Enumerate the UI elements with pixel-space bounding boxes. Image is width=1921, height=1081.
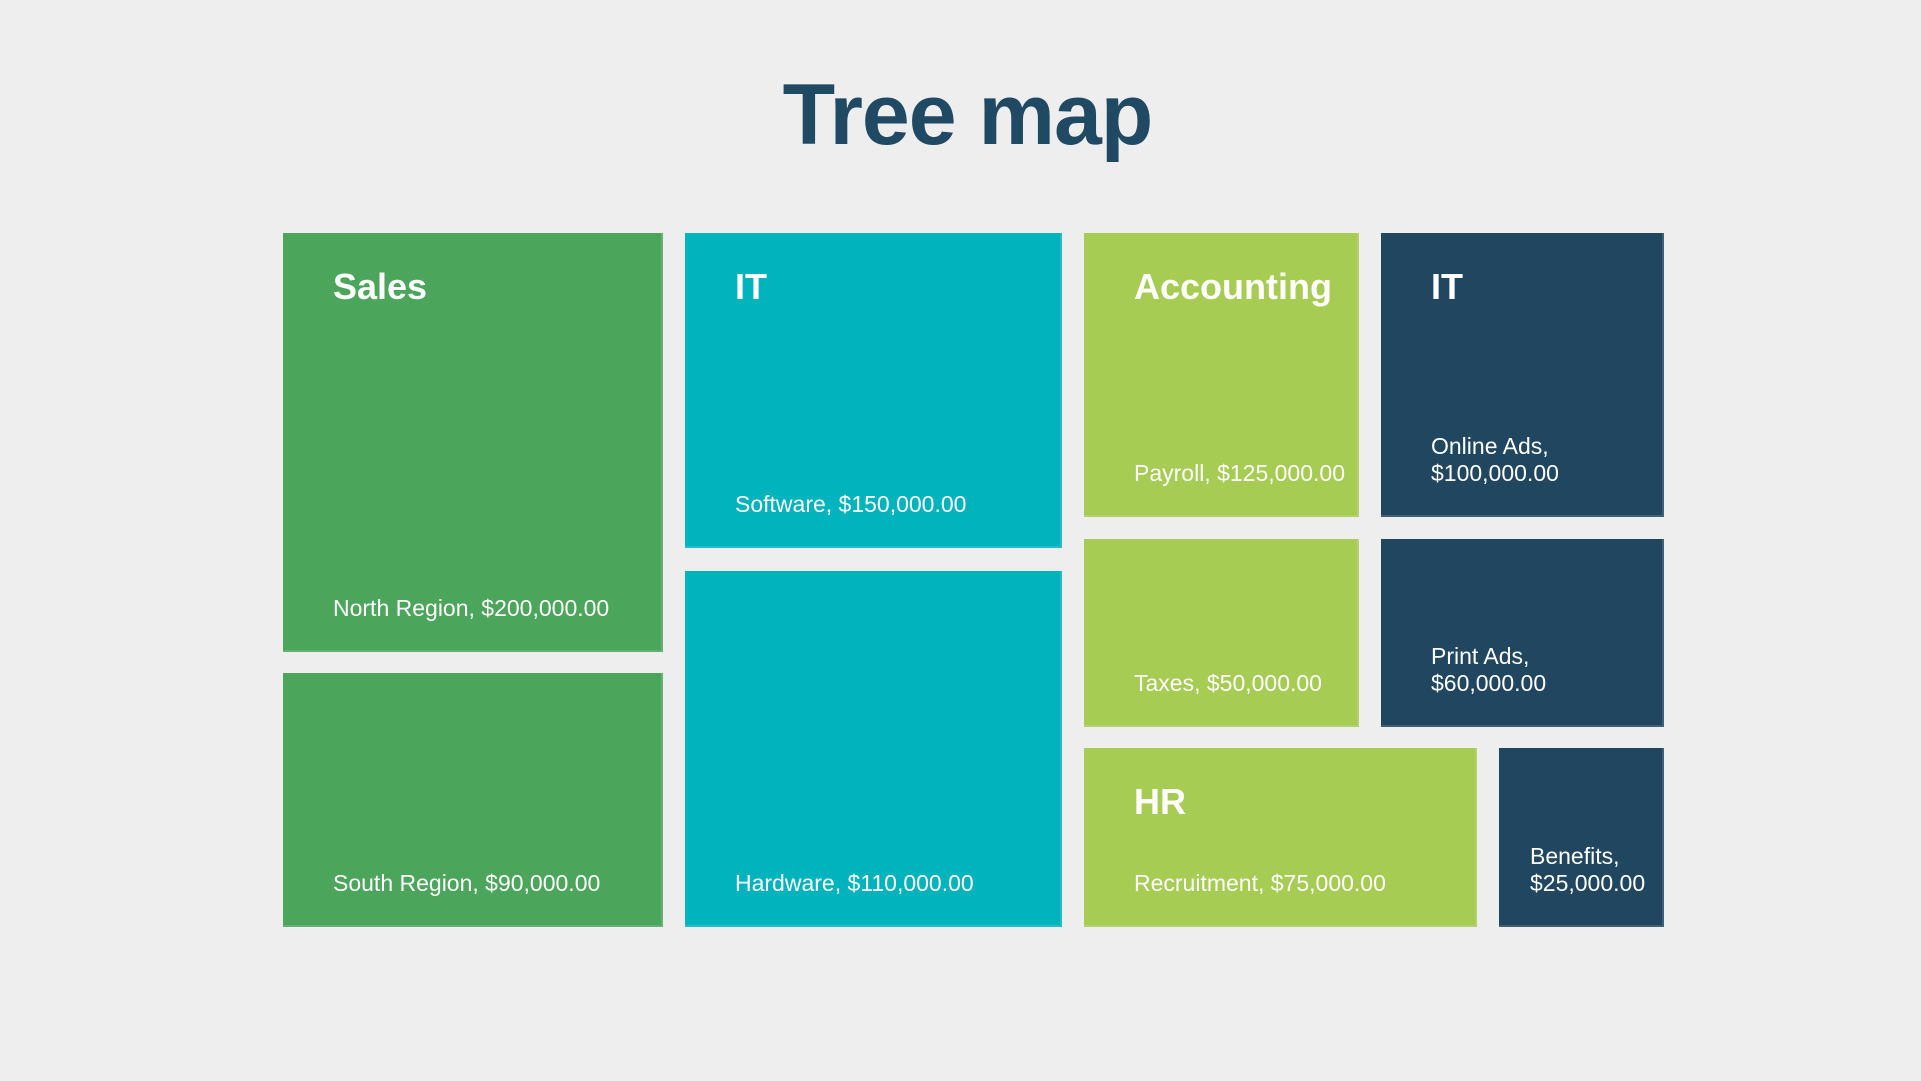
treemap-tile-print-ads[interactable]: Print Ads, $60,000.00 bbox=[1381, 539, 1664, 727]
tile-label-hardware: Hardware, $110,000.00 bbox=[735, 870, 974, 896]
treemap-tile-north-region[interactable]: Sales North Region, $200,000.00 bbox=[283, 233, 663, 652]
group-header-sales: Sales bbox=[333, 266, 428, 307]
treemap-tile-taxes[interactable]: Taxes, $50,000.00 bbox=[1084, 539, 1359, 727]
group-header-it: IT bbox=[735, 266, 767, 307]
treemap-tile-recruitment[interactable]: HR Recruitment, $75,000.00 bbox=[1084, 748, 1477, 927]
treemap-tile-software[interactable]: IT Software, $150,000.00 bbox=[685, 233, 1062, 548]
tile-label-recruitment: Recruitment, $75,000.00 bbox=[1134, 870, 1386, 896]
tile-label-benefits: Benefits, $25,000.00 bbox=[1530, 843, 1646, 896]
tile-label-online-ads: Online Ads, $100,000.00 bbox=[1431, 433, 1559, 486]
treemap-tile-online-ads[interactable]: IT Online Ads, $100,000.00 bbox=[1381, 233, 1664, 517]
treemap-tile-south-region[interactable]: South Region, $90,000.00 bbox=[283, 673, 663, 927]
group-header-accounting: Accounting bbox=[1134, 266, 1332, 307]
group-header-hr: HR bbox=[1134, 781, 1186, 822]
chart-title: Tree map bbox=[782, 67, 1154, 163]
tile-label-software: Software, $150,000.00 bbox=[735, 491, 967, 517]
tile-label-north-region: North Region, $200,000.00 bbox=[333, 595, 610, 621]
treemap-tile-benefits[interactable]: Benefits, $25,000.00 bbox=[1499, 748, 1664, 927]
tile-label-print-ads: Print Ads, $60,000.00 bbox=[1431, 643, 1547, 696]
group-header-it-navy: IT bbox=[1431, 266, 1463, 307]
treemap-tile-payroll[interactable]: Accounting Payroll, $125,000.00 bbox=[1084, 233, 1359, 517]
tile-label-taxes: Taxes, $50,000.00 bbox=[1134, 670, 1322, 696]
tile-label-south-region: South Region, $90,000.00 bbox=[333, 870, 601, 896]
treemap-tile-hardware[interactable]: Hardware, $110,000.00 bbox=[685, 571, 1062, 927]
tile-label-payroll: Payroll, $125,000.00 bbox=[1134, 460, 1345, 486]
